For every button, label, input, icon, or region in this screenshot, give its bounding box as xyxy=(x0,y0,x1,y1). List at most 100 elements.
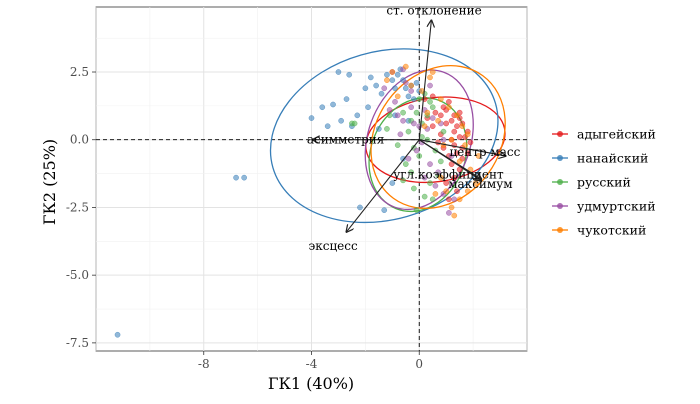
data-point xyxy=(413,109,420,116)
data-point xyxy=(400,109,406,116)
data-point xyxy=(416,153,423,159)
data-point xyxy=(346,71,353,78)
data-point xyxy=(394,142,401,148)
y-tick-label: 0.0 xyxy=(70,133,89,147)
data-point xyxy=(394,112,401,119)
data-point xyxy=(427,98,433,105)
data-point xyxy=(448,136,455,143)
data-point xyxy=(330,101,336,108)
data-point xyxy=(435,117,441,124)
axis-ticks: -8 -4 0 2.5 0.0 -2.5 -5.0 -7.5 xyxy=(66,65,423,371)
data-point xyxy=(454,112,460,119)
confidence-ellipse xyxy=(269,48,499,224)
data-point xyxy=(421,193,428,200)
legend-key-point xyxy=(557,179,563,185)
data-point xyxy=(456,196,463,203)
data-point xyxy=(411,96,417,102)
data-point xyxy=(349,120,355,127)
data-point xyxy=(384,126,390,132)
ellipses xyxy=(269,48,506,224)
data-point xyxy=(446,210,452,216)
data-point xyxy=(389,69,396,75)
data-point xyxy=(446,104,452,111)
data-point xyxy=(386,107,393,113)
data-point xyxy=(335,69,342,75)
loading-label: максимум xyxy=(448,177,512,191)
data-point xyxy=(394,71,401,78)
data-point xyxy=(451,128,458,135)
data-point xyxy=(446,98,452,105)
data-point xyxy=(432,191,439,197)
loading-label: центр масс xyxy=(449,145,520,159)
data-point xyxy=(454,123,460,130)
data-point xyxy=(402,63,409,70)
x-tick-label: 0 xyxy=(415,357,423,371)
data-point xyxy=(392,85,398,92)
data-point xyxy=(408,82,415,89)
data-point xyxy=(454,150,460,157)
data-point xyxy=(408,88,415,94)
legend-key-point xyxy=(557,203,563,209)
data-point xyxy=(405,93,412,100)
data-point xyxy=(443,180,450,186)
data-point xyxy=(397,131,404,138)
data-point xyxy=(308,115,315,121)
data-point xyxy=(362,85,369,92)
confidence-ellipse xyxy=(364,69,474,211)
data-point xyxy=(467,139,474,146)
data-point xyxy=(408,104,415,111)
legend-key-point xyxy=(557,227,563,233)
loading-arrow xyxy=(418,139,481,179)
loading-label: эксцесс xyxy=(309,239,358,253)
loading-arrow xyxy=(418,21,431,140)
legend-key-point xyxy=(557,155,563,161)
data-point xyxy=(427,74,433,81)
data-point xyxy=(448,153,455,159)
data-point xyxy=(319,104,326,111)
data-point xyxy=(381,85,388,92)
data-point xyxy=(456,166,463,173)
data-point xyxy=(413,79,420,86)
data-point xyxy=(429,93,436,100)
data-point xyxy=(400,177,406,184)
data-point xyxy=(241,174,248,181)
data-point xyxy=(451,196,458,203)
data-point xyxy=(405,155,412,162)
data-point xyxy=(437,158,444,165)
data-point xyxy=(384,71,390,78)
x-axis-label: ГК1 (40%) xyxy=(268,374,354,393)
data-point xyxy=(343,96,350,102)
data-point xyxy=(440,128,447,135)
data-point xyxy=(448,204,455,211)
x-tick-label: -4 xyxy=(306,357,318,371)
legend-label: чукотский xyxy=(577,223,646,238)
data-point xyxy=(429,69,436,75)
data-point xyxy=(437,112,444,119)
data-point xyxy=(389,180,396,186)
data-point xyxy=(400,117,406,124)
data-point xyxy=(429,115,436,121)
legend-label: нанайский xyxy=(577,151,648,166)
legend-label: адыгейский xyxy=(577,127,656,142)
y-tick-label: -7.5 xyxy=(66,336,89,350)
data-point xyxy=(338,117,344,124)
data-point xyxy=(367,74,374,81)
data-point xyxy=(381,207,388,213)
data-point xyxy=(405,128,412,135)
loading-label: ст. отклонение xyxy=(386,4,481,18)
loading-label: асимметрия xyxy=(307,133,385,147)
y-tick-label: 2.5 xyxy=(70,65,89,79)
data-point xyxy=(392,98,398,105)
data-point xyxy=(429,123,436,130)
data-point xyxy=(427,161,433,167)
data-point xyxy=(451,212,458,219)
data-point xyxy=(464,150,471,157)
data-point xyxy=(413,207,420,213)
data-point xyxy=(456,158,463,165)
data-point xyxy=(408,169,415,176)
data-point xyxy=(324,123,331,130)
data-point xyxy=(424,109,431,116)
data-point xyxy=(464,188,471,195)
